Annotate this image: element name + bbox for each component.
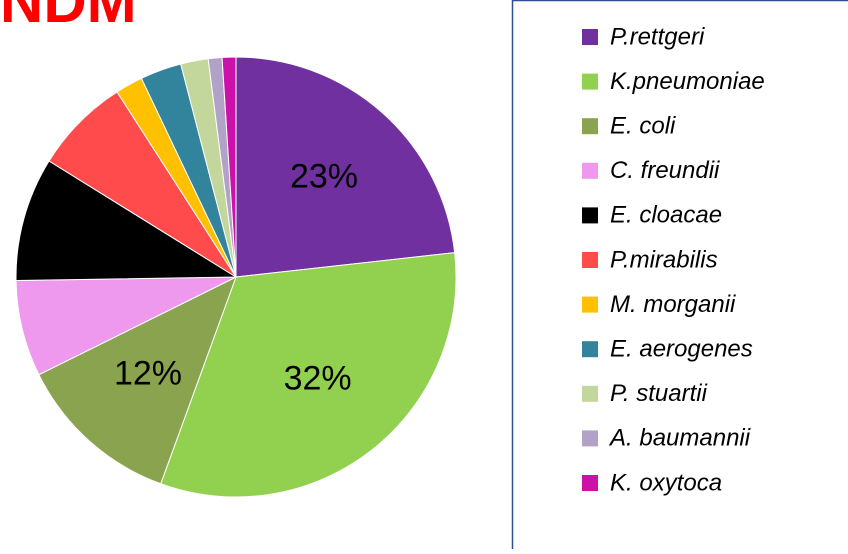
legend-swatch bbox=[582, 207, 598, 223]
legend-text: M. morganii bbox=[610, 291, 736, 318]
legend-text: P. stuartii bbox=[610, 380, 708, 407]
legend-text: P.mirabilis bbox=[610, 246, 718, 273]
legend-swatch bbox=[582, 297, 598, 313]
legend-text: P.rettgeri bbox=[610, 23, 705, 50]
legend-text: A. baumannii bbox=[608, 425, 751, 452]
legend-text: E. coli bbox=[610, 113, 676, 140]
legend-swatch bbox=[582, 386, 598, 402]
legend-swatch bbox=[582, 29, 598, 45]
legend-text: K. oxytoca bbox=[610, 469, 722, 496]
legend-swatch bbox=[582, 430, 598, 446]
legend-swatch bbox=[582, 163, 598, 179]
legend-swatch bbox=[582, 341, 598, 357]
legend-swatch bbox=[582, 252, 598, 268]
value-label: 12% bbox=[114, 354, 182, 392]
legend-swatch bbox=[582, 74, 598, 90]
legend-text: E. cloacae bbox=[610, 202, 722, 229]
value-label: 23% bbox=[290, 158, 358, 196]
legend-text: K.pneumoniae bbox=[610, 68, 765, 95]
legend-text: E. aerogenes bbox=[610, 336, 753, 363]
value-label: 32% bbox=[284, 360, 352, 398]
legend-text: C. freundii bbox=[610, 157, 720, 184]
legend-swatch bbox=[582, 475, 598, 491]
chart-title: NDM bbox=[0, 0, 137, 35]
legend-swatch bbox=[582, 118, 598, 134]
